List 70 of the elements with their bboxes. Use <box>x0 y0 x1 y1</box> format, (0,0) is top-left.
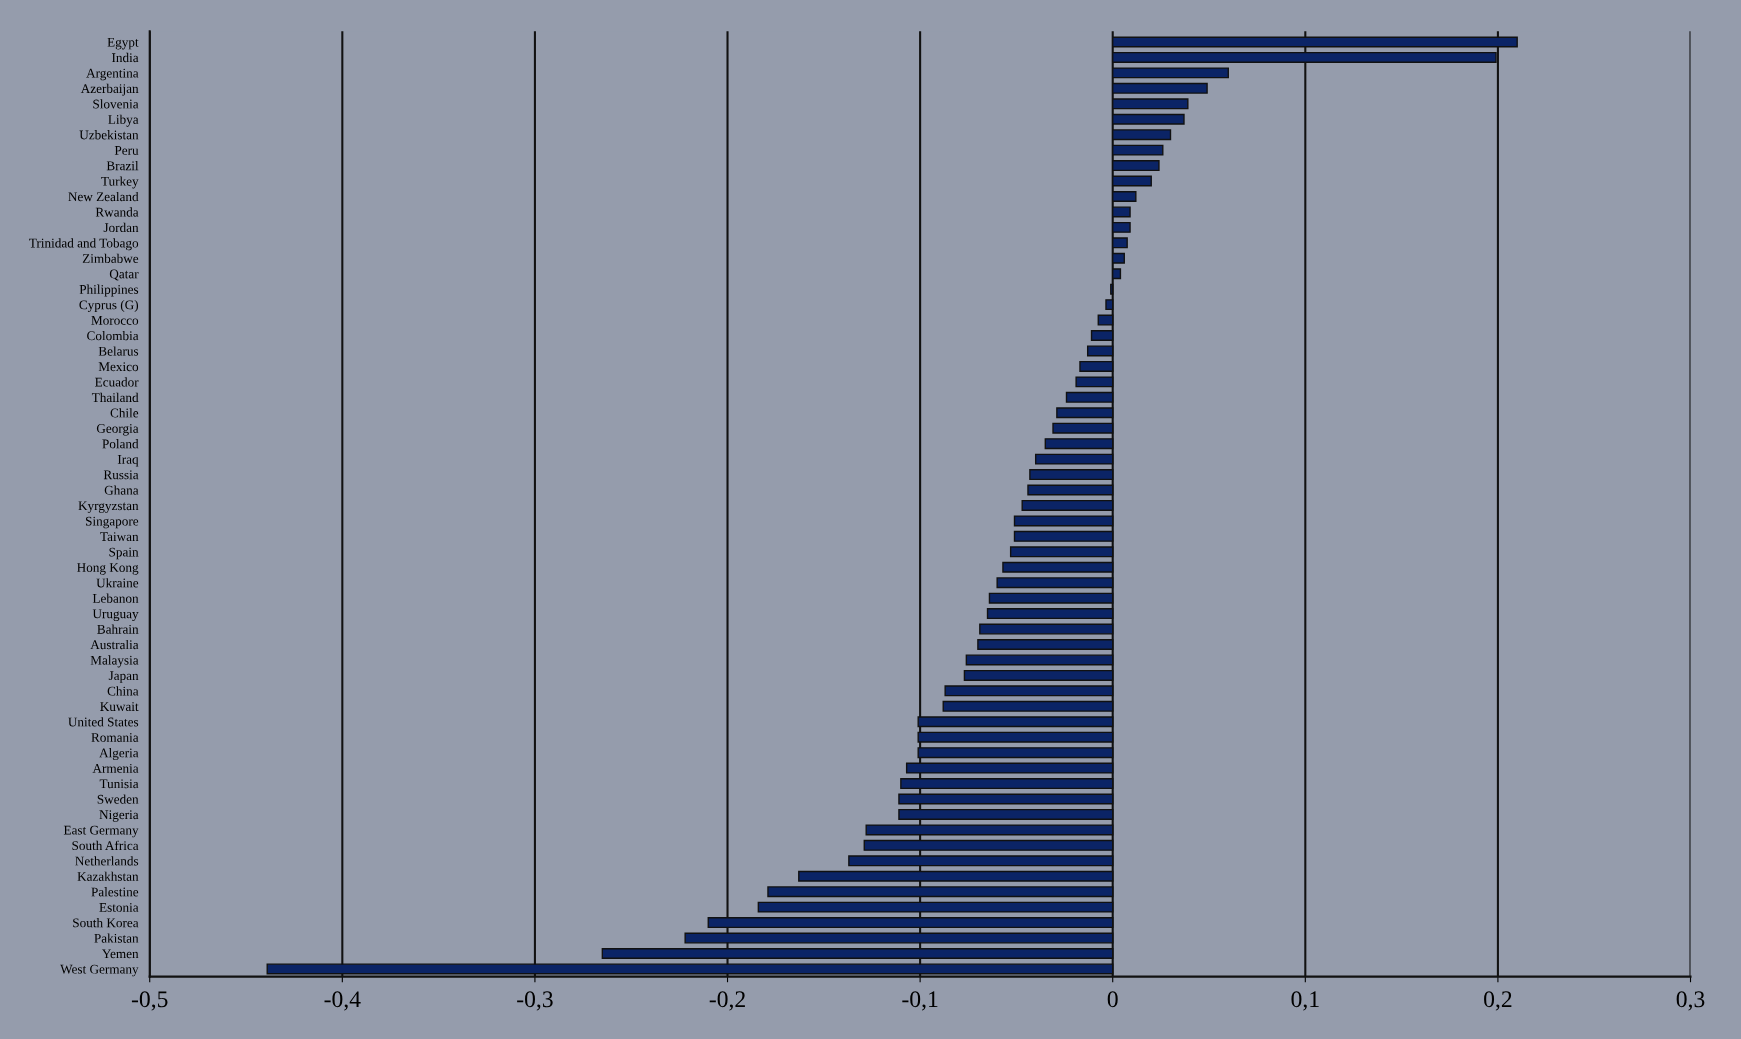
y-tick-label: Philippines <box>79 284 139 297</box>
y-tick-label: Morocco <box>91 316 139 325</box>
y-tick-label: Estonia <box>99 902 139 912</box>
y-tick-label: Rwanda <box>95 207 139 217</box>
x-tick-label: -0,3 <box>517 991 553 1011</box>
y-tick-label: Spain <box>109 547 139 560</box>
x-tick-label: 0,1 <box>1291 991 1319 1011</box>
y-tick-label: Trinidad and Tobago <box>29 238 139 251</box>
y-tick-label: Belarus <box>98 346 139 356</box>
y-tick-label: Romania <box>91 733 139 742</box>
y-tick-label: Egypt <box>107 37 139 50</box>
x-tick-label: -0,2 <box>709 991 745 1011</box>
y-tick-label: Slovenia <box>93 99 139 109</box>
y-tick-label: Algeria <box>99 748 139 761</box>
y-tick-label: Kuwait <box>100 702 139 712</box>
y-tick-label: Iraq <box>117 455 139 467</box>
y-tick-label: Uruguay <box>92 609 139 622</box>
y-tick-label: Jordan <box>103 222 139 233</box>
y-tick-label: Peru <box>114 146 139 155</box>
y-tick-label: South Korea <box>73 918 139 928</box>
y-tick-label: Palestine <box>91 887 139 897</box>
y-tick-label: Australia <box>90 639 139 650</box>
y-tick-label: Japan <box>108 671 139 683</box>
y-tick-label: Malaysia <box>90 655 139 668</box>
y-tick-label: Armenia <box>92 763 139 773</box>
y-tick-label: Kazakhstan <box>77 871 139 881</box>
y-tick-label: Bahrain <box>97 624 139 634</box>
y-tick-label: Sweden <box>97 794 139 804</box>
y-tick-label: Argentina <box>86 68 139 81</box>
y-tick-label: Turkey <box>101 176 139 189</box>
y-tick-label: United States <box>68 717 139 727</box>
y-tick-label: Cyprus (G) <box>79 300 139 313</box>
y-tick-label: Taiwan <box>100 532 139 542</box>
y-tick-label: Thailand <box>91 392 139 403</box>
y-tick-label: Ecuador <box>95 377 139 387</box>
y-tick-label: Hong Kong <box>77 563 139 575</box>
y-tick-label: Brazil <box>106 161 139 171</box>
y-tick-label: South Africa <box>72 840 139 851</box>
y-tick-label: Ghana <box>104 485 139 495</box>
y-tick-label: Chile <box>110 408 139 418</box>
y-tick-label: Mexico <box>98 362 139 372</box>
x-tick-label: 0,3 <box>1676 991 1705 1011</box>
x-tick-label: -0,5 <box>131 991 168 1011</box>
x-tick-label: 0 <box>1107 991 1118 1008</box>
y-tick-label: Yemen <box>101 949 139 959</box>
y-tick-label: Ukraine <box>96 578 139 588</box>
y-tick-label: Zimbabwe <box>82 253 139 263</box>
y-tick-label: India <box>111 52 139 63</box>
y-tick-label: Tunisia <box>99 779 139 789</box>
y-tick-label: Colombia <box>87 330 139 341</box>
y-tick-label: China <box>107 686 139 696</box>
y-tick-label: Poland <box>102 439 139 449</box>
y-tick-label: Lebanon <box>92 593 139 603</box>
y-tick-label: Netherlands <box>75 856 139 866</box>
y-tick-label: Kyrgyzstan <box>78 501 139 513</box>
y-tick-label: East Germany <box>63 825 139 838</box>
y-tick-label: Singapore <box>86 516 139 529</box>
x-tick-label: -0,1 <box>902 991 938 1011</box>
x-tick-label: -0,4 <box>324 991 361 1011</box>
y-tick-label: Uzbekistan <box>79 130 139 140</box>
y-tick-label: Qatar <box>109 269 139 281</box>
y-tick-label: Pakistan <box>94 933 139 943</box>
y-tick-label: Russia <box>103 470 139 480</box>
y-tick-label: Azerbaijan <box>80 83 139 96</box>
x-tick-label: 0,2 <box>1484 991 1512 1011</box>
y-tick-label: Libya <box>108 114 139 127</box>
y-tick-label: Georgia <box>96 424 139 436</box>
y-tick-label: West Germany <box>60 964 139 977</box>
y-tick-label: New Zealand <box>68 191 139 202</box>
y-tick-label: Nigeria <box>99 810 139 822</box>
